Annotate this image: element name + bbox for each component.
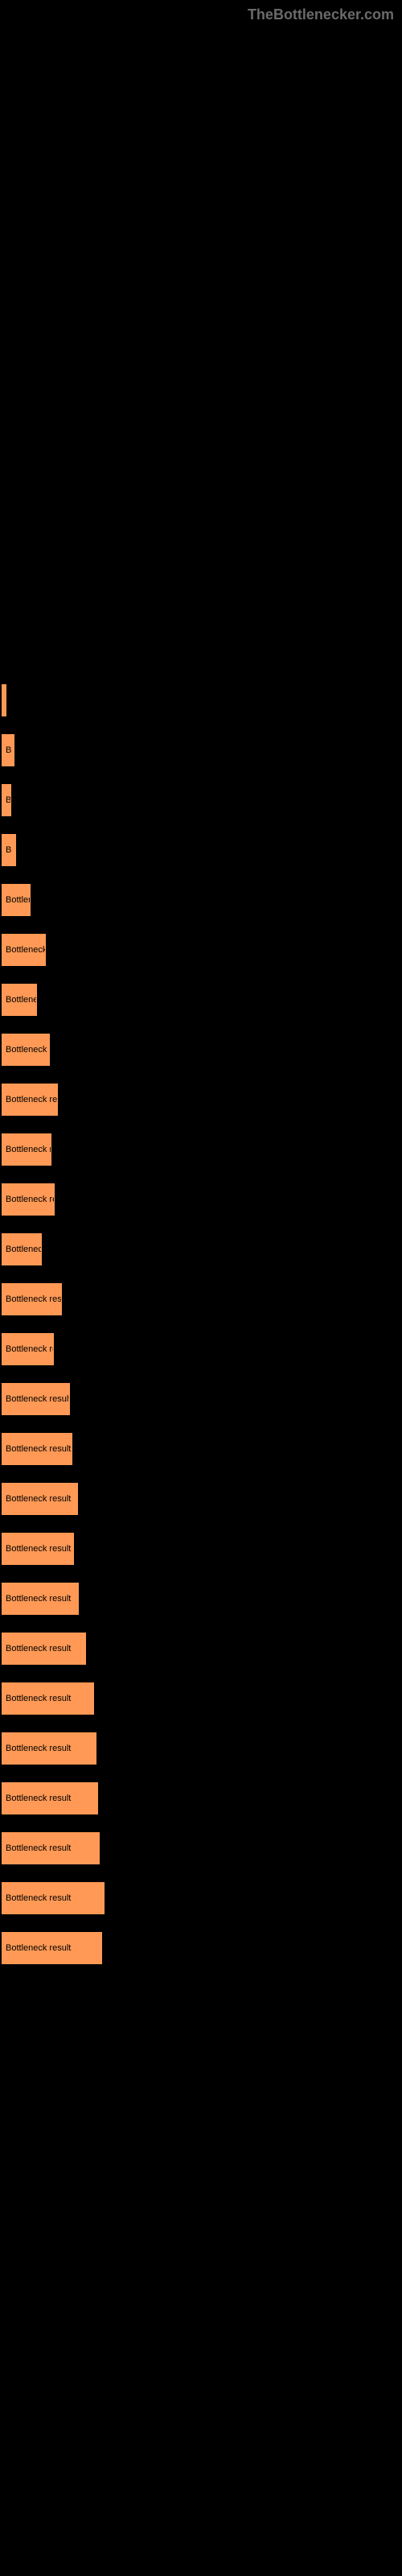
bar-label: Bottleneck result xyxy=(6,1744,71,1753)
bar: B xyxy=(2,834,16,866)
bar-row: Bottleneck result xyxy=(2,1682,400,1715)
bar-label: Bottlene xyxy=(6,995,37,1005)
bar-row: Bottlene xyxy=(2,984,400,1016)
bar: Bottleneck re xyxy=(2,1034,50,1066)
bar-label: Bottleneck resul xyxy=(6,1095,58,1104)
bar-row xyxy=(2,684,400,716)
bar: Bottleneck result xyxy=(2,1383,70,1415)
bar: Bottleneck result xyxy=(2,1283,62,1315)
bar-label: Bottleneck result xyxy=(6,1644,71,1653)
bar: Bottleneck result xyxy=(2,1533,74,1565)
bar-row: B xyxy=(2,834,400,866)
bar-label: Bottleneck res xyxy=(6,1195,55,1204)
bar: Bottleneck res xyxy=(2,1333,54,1365)
bar-row: Bottleneck result xyxy=(2,1433,400,1465)
bar-label: Bottleneck result xyxy=(6,1694,71,1703)
bar-label: Bottleneck re xyxy=(6,1145,51,1154)
bar-row: Bottleneck result xyxy=(2,1932,400,1964)
bar: Bottleneck resul xyxy=(2,1084,58,1116)
bar: Bottleneck result xyxy=(2,1832,100,1864)
bar-label: Bottleneck result xyxy=(6,1794,71,1803)
bar: Bottleneck result xyxy=(2,1433,72,1465)
bar-label: Bottleneck result xyxy=(6,1893,71,1903)
bar-label: Bottleneck res xyxy=(6,1344,54,1354)
bar: Bottler xyxy=(2,884,31,916)
bar-row: Bottleneck result xyxy=(2,1782,400,1814)
bar-row: Bottleneck result xyxy=(2,1732,400,1765)
bar: Bottleneck result xyxy=(2,1483,78,1515)
bar-row: Bottleneck result xyxy=(2,1882,400,1914)
bar-label: Bottleneck xyxy=(6,1245,42,1254)
bar-row: Bottleneck result xyxy=(2,1633,400,1665)
bar: Bottleneck xyxy=(2,1233,42,1265)
bar-label: Bottleneck r xyxy=(6,945,46,955)
bar: B xyxy=(2,784,11,816)
bar: Bottleneck re xyxy=(2,1133,51,1166)
bar: Bottleneck result xyxy=(2,1732,96,1765)
bar-label: Bottleneck result xyxy=(6,1544,71,1554)
bar-row: B xyxy=(2,734,400,766)
bar: B xyxy=(2,734,14,766)
bar-label: Bottleneck result xyxy=(6,1943,71,1953)
bar-chart: B B B Bottler Bottleneck r Bottlene Bottleneck… xyxy=(0,0,402,1964)
bar-label: Bottleneck result xyxy=(6,1594,71,1604)
bar-label: Bottleneck result xyxy=(6,1494,71,1504)
bar: Bottleneck result xyxy=(2,1882,105,1914)
bar-label: B xyxy=(6,745,11,755)
bar-label: Bottleneck re xyxy=(6,1045,50,1055)
bar: Bottleneck res xyxy=(2,1183,55,1216)
bar: Bottleneck result xyxy=(2,1682,94,1715)
bar: Bottleneck result xyxy=(2,1583,79,1615)
bar-row: Bottleneck result xyxy=(2,1583,400,1615)
bar-row: Bottleneck res xyxy=(2,1333,400,1365)
watermark-text: TheBottlenecker.com xyxy=(248,6,394,23)
bar-row: Bottleneck result xyxy=(2,1383,400,1415)
bar-row: Bottleneck re xyxy=(2,1034,400,1066)
bar-label: Bottleneck result xyxy=(6,1294,62,1304)
bar-label: Bottleneck result xyxy=(6,1843,71,1853)
bar: Bottleneck result xyxy=(2,1932,102,1964)
bar: Bottleneck result xyxy=(2,1633,86,1665)
bar-label: Bottler xyxy=(6,895,31,905)
bar-row: Bottleneck res xyxy=(2,1183,400,1216)
bar-row: Bottleneck xyxy=(2,1233,400,1265)
bar-row: Bottleneck result xyxy=(2,1483,400,1515)
bar: Bottlene xyxy=(2,984,37,1016)
bar-row: Bottler xyxy=(2,884,400,916)
bar-label: Bottleneck result xyxy=(6,1394,70,1404)
bar-row: Bottleneck result xyxy=(2,1832,400,1864)
bar: Bottleneck result xyxy=(2,1782,98,1814)
bar-label: Bottleneck result xyxy=(6,1444,71,1454)
bar-row: Bottleneck r xyxy=(2,934,400,966)
bar: Bottleneck r xyxy=(2,934,46,966)
bar-row: Bottleneck result xyxy=(2,1283,400,1315)
bar-row: B xyxy=(2,784,400,816)
bar-row: Bottleneck re xyxy=(2,1133,400,1166)
bar-row: Bottleneck resul xyxy=(2,1084,400,1116)
bar xyxy=(2,684,6,716)
bar-label: B xyxy=(6,795,11,805)
bar-row: Bottleneck result xyxy=(2,1533,400,1565)
bar-label: B xyxy=(6,845,11,855)
